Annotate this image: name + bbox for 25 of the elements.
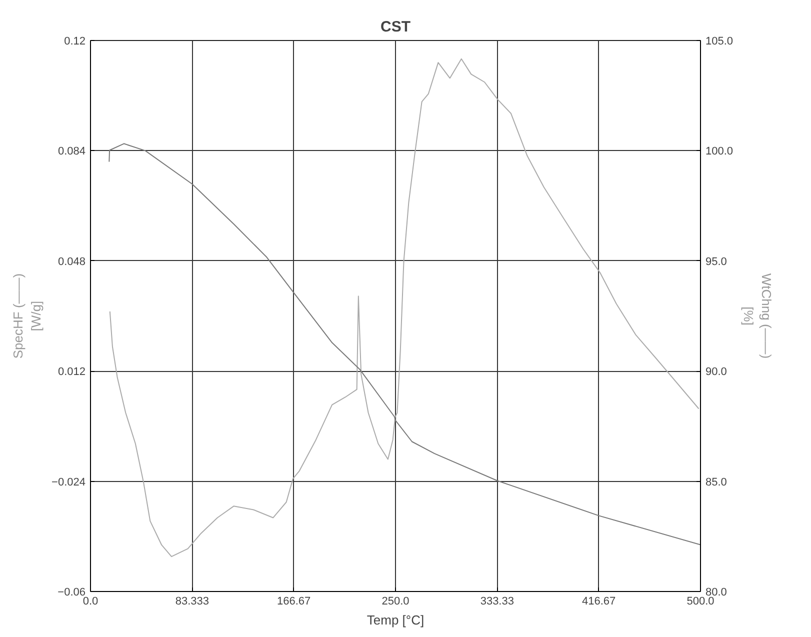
x-tick-label: 166.67: [277, 596, 311, 608]
x-axis-title: Temp [°C]: [366, 612, 424, 628]
y-tick-label: 0.048: [58, 256, 86, 268]
y2-tick-label: 80.0: [706, 586, 727, 598]
x-tick-label: 416.67: [582, 596, 616, 608]
x-tick-label: 250.0: [382, 596, 410, 608]
x-tick-label: 0.0: [82, 596, 98, 608]
y-tick-label: 0.12: [64, 36, 86, 48]
line-series: [109, 58, 700, 558]
y-tick-label: −0.024: [52, 476, 86, 488]
x-tick-label: 333.33: [480, 596, 514, 608]
y2-tick-label: 105.0: [706, 36, 734, 48]
y2-tick-label: 85.0: [706, 476, 727, 488]
y-axis-title: SpecHF (——) [W/g]: [10, 273, 44, 359]
y-tick-label: 0.084: [58, 146, 86, 158]
y2-tick-label: 95.0: [706, 256, 727, 268]
line-series: [108, 143, 700, 546]
y2-tick-label: 90.0: [706, 366, 727, 378]
y-tick-label: −0.06: [58, 586, 86, 598]
x-tick-label: 500.0: [686, 596, 714, 608]
y2-tick-label: 100.0: [706, 146, 734, 158]
y2-axis-title: WtChng (——) [%]: [741, 273, 774, 359]
x-tick-label: 83.333: [175, 596, 209, 608]
chart-title: CST: [380, 18, 410, 36]
y-tick-label: 0.012: [58, 366, 86, 378]
